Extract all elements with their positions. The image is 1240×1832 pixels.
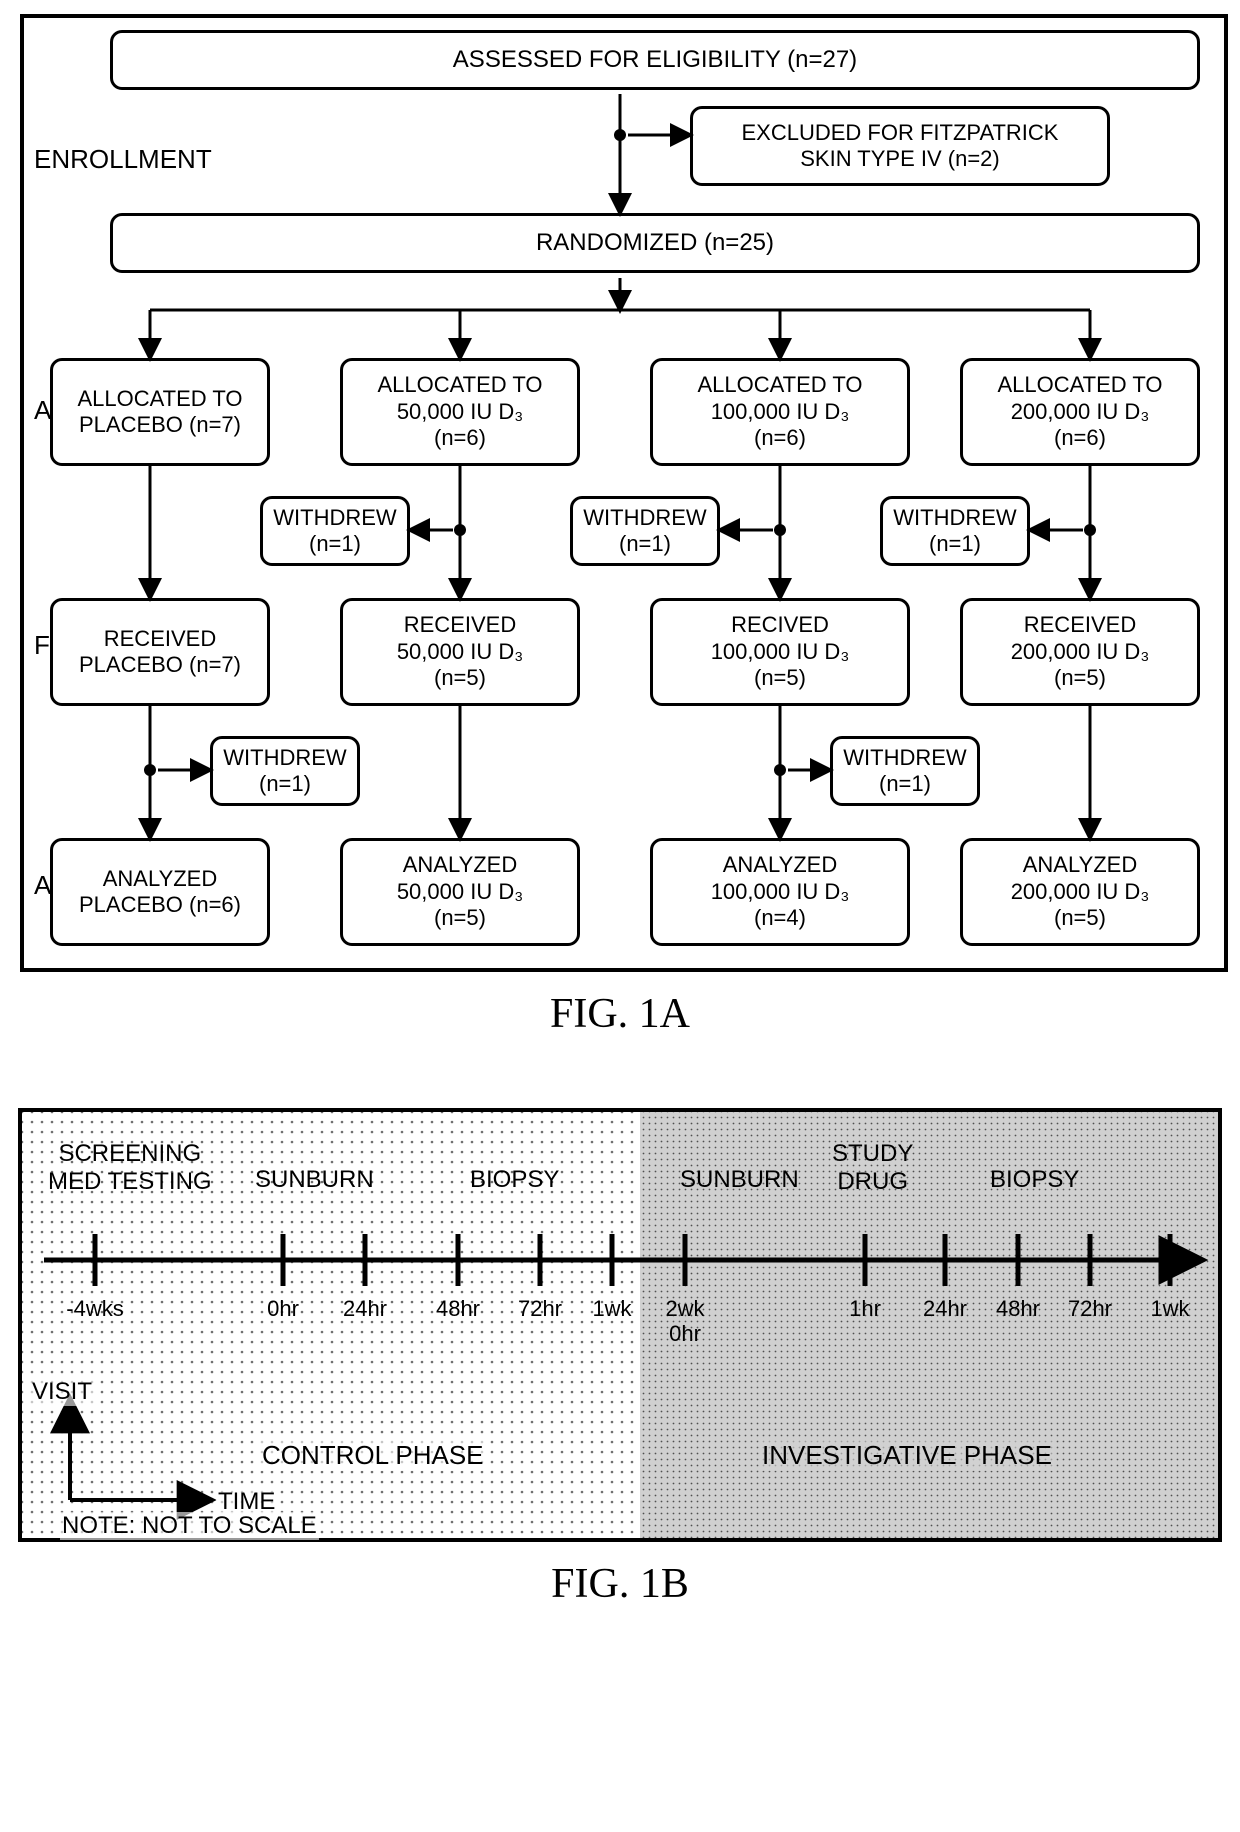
- timeline-tick-label: 1wk: [1130, 1296, 1210, 1321]
- timeline-tick-label: 0hr: [243, 1296, 323, 1321]
- timeline-tick-label: 48hr: [418, 1296, 498, 1321]
- caption-figB: FIG. 1B: [0, 1560, 1240, 1608]
- flowchart-arrows: [0, 0, 1240, 980]
- timeline-tick-label: 24hr: [325, 1296, 405, 1321]
- timeline-tick-label: 1hr: [825, 1296, 905, 1321]
- timeline-top-label: STUDYDRUG: [832, 1140, 913, 1195]
- timeline-tick-label: 1wk: [572, 1296, 652, 1321]
- timeline-tick-label: 48hr: [978, 1296, 1058, 1321]
- timeline-tick-label: -4wks: [55, 1296, 135, 1321]
- timeline-top-label: SCREENINGMED TESTING: [48, 1140, 212, 1195]
- phase-investigative: INVESTIGATIVE PHASE: [760, 1440, 1054, 1471]
- note-scale: NOTE: NOT TO SCALE: [60, 1512, 319, 1540]
- timeline-tick-label: 72hr: [1050, 1296, 1130, 1321]
- timeline-tick-label: 2wk0hr: [645, 1296, 725, 1347]
- timeline-top-label: BIOPSY: [470, 1166, 559, 1194]
- timeline-top-label: SUNBURN: [255, 1166, 374, 1194]
- axis-visit: VISIT: [30, 1378, 94, 1406]
- caption-figA: FIG. 1A: [0, 990, 1240, 1038]
- timeline-tick-label: 24hr: [905, 1296, 985, 1321]
- phase-control: CONTROL PHASE: [260, 1440, 486, 1471]
- timeline-top-label: BIOPSY: [990, 1166, 1079, 1194]
- timeline-tick-label: 72hr: [500, 1296, 580, 1321]
- timeline-top-label: SUNBURN: [680, 1166, 799, 1194]
